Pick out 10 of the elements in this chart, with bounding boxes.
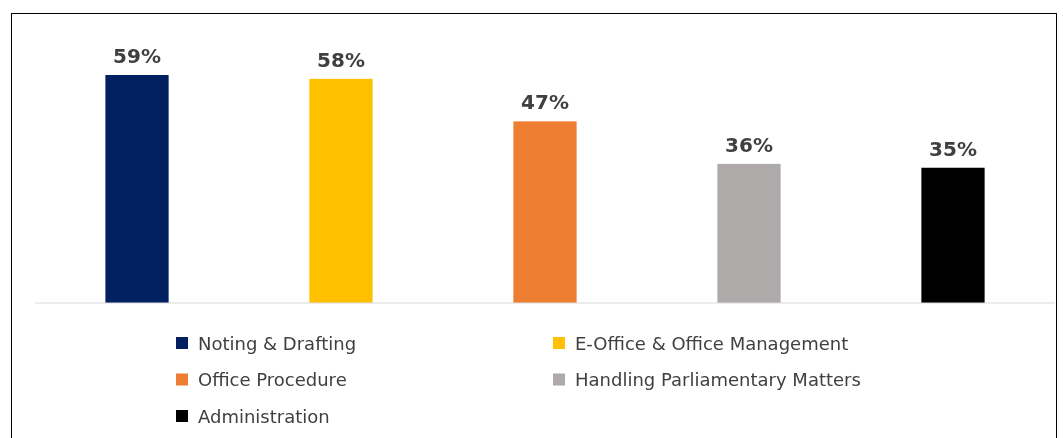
legend-label: Handling Parliamentary Matters (575, 369, 861, 390)
legend-label: E-Office & Office Management (575, 332, 849, 354)
data-label: 35% (929, 136, 977, 161)
legend-label: Administration (198, 405, 330, 427)
data-label: 58% (317, 47, 365, 72)
data-label: 59% (113, 44, 161, 68)
legend-label: Office Procedure (198, 369, 347, 390)
data-label: 47% (521, 90, 569, 115)
data-label: 36% (725, 132, 773, 157)
legend-label: Noting & Drafting (198, 332, 357, 354)
